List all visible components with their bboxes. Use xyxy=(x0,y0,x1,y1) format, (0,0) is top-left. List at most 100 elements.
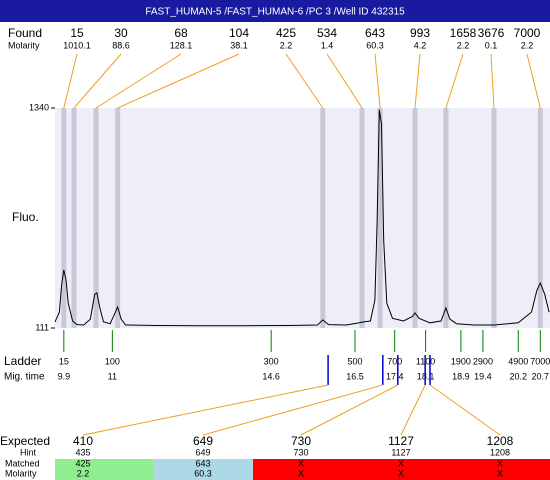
matched-molarity: X xyxy=(497,468,503,478)
peak-link xyxy=(63,53,78,109)
peak-link xyxy=(326,53,363,109)
peak-link xyxy=(414,53,421,109)
ladder-time: 9.9 xyxy=(58,371,71,381)
ladder-size: 300 xyxy=(264,356,279,366)
ladder-time: 19.4 xyxy=(474,371,492,381)
expected-link xyxy=(202,384,383,436)
matched-molarity: 60.3 xyxy=(194,468,212,478)
peak-band xyxy=(61,108,67,328)
ladder-size: 100 xyxy=(105,356,120,366)
peak-link xyxy=(95,53,182,109)
hint-value: 730 xyxy=(293,447,308,457)
found-size: 425 xyxy=(276,26,296,40)
title-bar xyxy=(0,0,550,22)
peak-band xyxy=(71,108,77,328)
found-molarity: 88.6 xyxy=(112,40,130,50)
found-molarity: 2.2 xyxy=(457,40,470,50)
match-cell xyxy=(153,459,253,480)
peak-band xyxy=(491,108,497,328)
hint-label: Hint xyxy=(20,447,37,457)
found-molarity: 1.4 xyxy=(321,40,334,50)
match-cell xyxy=(350,459,450,480)
found-molarity-label: Molarity xyxy=(8,40,40,50)
peak-band xyxy=(537,108,543,328)
peak-link xyxy=(117,53,240,109)
found-size: 1658 xyxy=(450,26,477,40)
ladder-size: 500 xyxy=(347,356,362,366)
found-size: 7000 xyxy=(514,26,541,40)
expected-link xyxy=(300,384,399,436)
ladder-time: 11 xyxy=(108,371,117,381)
expected-link xyxy=(429,384,501,436)
ladder-time: 16.5 xyxy=(346,371,364,381)
ladder-label: Ladder xyxy=(4,354,41,368)
found-molarity: 38.1 xyxy=(230,40,248,50)
matched-value: X xyxy=(398,458,404,468)
peak-band xyxy=(93,108,99,328)
expected-label: Expected xyxy=(0,434,50,448)
matched-molarity: X xyxy=(398,468,404,478)
peak-link xyxy=(374,53,381,109)
hint-value: 435 xyxy=(75,447,90,457)
expected-link xyxy=(82,384,329,436)
ladder-size: 2900 xyxy=(473,356,493,366)
found-molarity: 0.1 xyxy=(485,40,498,50)
expected-size: 730 xyxy=(291,434,311,448)
mig-time-label: Mig. time xyxy=(4,372,45,383)
trace xyxy=(54,109,550,327)
hint-value: 1127 xyxy=(391,447,410,457)
peak-link xyxy=(73,53,122,109)
found-molarity: 2.2 xyxy=(280,40,293,50)
hint-value: 649 xyxy=(195,447,210,457)
expected-link xyxy=(400,384,426,436)
peak-band xyxy=(115,108,121,328)
plot-area xyxy=(55,108,550,328)
expected-size: 410 xyxy=(73,434,93,448)
peak-band xyxy=(377,108,383,328)
ladder-size: 15 xyxy=(59,356,69,366)
matched-value: 425 xyxy=(75,458,90,468)
found-size: 104 xyxy=(229,26,249,40)
expected-size: 649 xyxy=(193,434,213,448)
y-tick-label: 111 xyxy=(35,322,49,332)
peak-link xyxy=(490,53,495,109)
peak-band xyxy=(412,108,418,328)
matched-molarity: 2.2 xyxy=(77,468,90,478)
match-cell xyxy=(253,459,350,480)
title: FAST_HUMAN-5 /FAST_HUMAN-6 /PC 3 /Well I… xyxy=(145,7,405,18)
found-molarity: 1010.1 xyxy=(63,40,91,50)
found-size: 643 xyxy=(365,26,385,40)
found-molarity: 60.3 xyxy=(366,40,384,50)
found-size: 534 xyxy=(317,26,337,40)
found-molarity: 4.2 xyxy=(414,40,427,50)
found-molarity: 2.2 xyxy=(521,40,534,50)
matched-molarity: X xyxy=(298,468,304,478)
ladder-time: 20.2 xyxy=(509,371,527,381)
y-tick-label: 1340 xyxy=(29,102,49,112)
ladder-size: 1900 xyxy=(451,356,471,366)
y-axis-label: Fluo. xyxy=(12,210,39,224)
matched-value: X xyxy=(497,458,503,468)
found-size: 3676 xyxy=(478,26,505,40)
found-size: 15 xyxy=(70,26,84,40)
ladder-time: 17.4 xyxy=(386,371,404,381)
ladder-size: 7000 xyxy=(530,356,550,366)
hint-value: 1208 xyxy=(490,447,510,457)
found-label: Found xyxy=(8,26,42,40)
expected-size: 1127 xyxy=(388,434,414,448)
found-size: 30 xyxy=(114,26,128,40)
found-size: 993 xyxy=(410,26,430,40)
peak-link xyxy=(445,53,464,109)
expected-molarity-label: Molarity xyxy=(5,468,37,478)
peak-band xyxy=(359,108,365,328)
ladder-size: 4900 xyxy=(508,356,528,366)
ladder-size: 700 xyxy=(387,356,402,366)
match-cell xyxy=(450,459,550,480)
match-cell xyxy=(55,459,153,480)
peak-band xyxy=(443,108,449,328)
ladder-time: 18.9 xyxy=(452,371,470,381)
ladder-time: 20.7 xyxy=(532,371,550,381)
matched-value: 643 xyxy=(195,458,210,468)
found-molarity: 128.1 xyxy=(170,40,193,50)
